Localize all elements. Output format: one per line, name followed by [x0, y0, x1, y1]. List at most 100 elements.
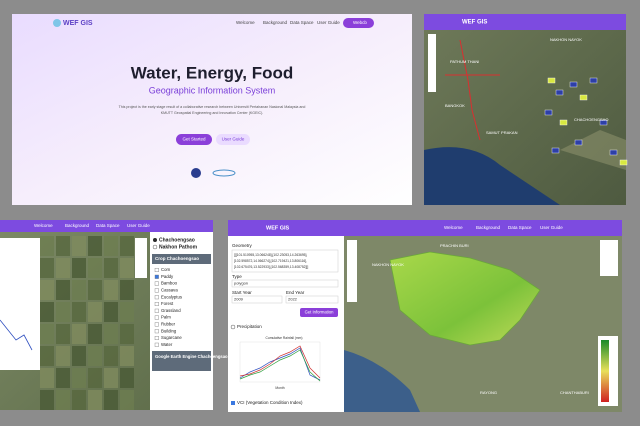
map-marker[interactable] — [609, 149, 618, 156]
geometry-text[interactable]: [[[101.510955,13.066248],[102.23053,14.2… — [234, 253, 307, 257]
field-label: Type — [232, 274, 242, 279]
nav-link[interactable]: Welcome — [236, 20, 255, 25]
nav-link[interactable]: User Guide — [317, 20, 340, 25]
nav-link[interactable]: Background — [263, 20, 288, 25]
map-marker[interactable] — [544, 109, 553, 116]
type-input[interactable] — [231, 279, 339, 288]
province[interactable]: Nakhon Pathom — [159, 244, 198, 250]
radio[interactable] — [152, 244, 158, 250]
nav-link[interactable]: User Guide — [127, 223, 150, 228]
sea — [344, 350, 420, 412]
checkbox[interactable] — [154, 302, 159, 307]
checkbox[interactable] — [154, 268, 159, 273]
map-marker[interactable] — [574, 139, 583, 146]
radio[interactable] — [230, 324, 236, 330]
field-parcel — [104, 258, 118, 278]
start-select[interactable] — [231, 295, 283, 304]
checkbox[interactable] — [154, 274, 159, 279]
crop-option[interactable]: Water — [161, 342, 173, 347]
nav-link[interactable]: Data Space — [290, 20, 314, 25]
crop-option[interactable]: Grassland — [161, 308, 181, 313]
geometry-text[interactable]: [102.598572,14.066274],[102.719421,13.80… — [234, 259, 307, 263]
field-parcel — [40, 302, 54, 322]
submit-text[interactable]: Get Information — [305, 310, 335, 315]
nav-link[interactable]: Data Space — [508, 225, 532, 230]
map-marker[interactable] — [559, 119, 568, 126]
crop-option[interactable]: Corn — [161, 267, 171, 272]
map-toolbar[interactable] — [428, 34, 436, 92]
map-marker[interactable] — [555, 89, 564, 96]
option[interactable]: VCI (Vegetation Condition Index) — [237, 400, 303, 405]
field-parcel — [88, 280, 102, 300]
crop-option[interactable]: Cassava — [161, 288, 178, 293]
place-label: SAMUT PRAKAN — [486, 130, 518, 135]
checkbox[interactable] — [154, 281, 159, 286]
section-header[interactable] — [152, 351, 211, 371]
field-parcel — [56, 390, 70, 410]
field-parcel — [40, 368, 54, 388]
checkbox[interactable] — [154, 322, 159, 327]
nav-link[interactable]: Background — [476, 225, 501, 230]
section-title[interactable]: Crop Chachoengsao — [155, 256, 199, 261]
province[interactable]: Chachoengsao — [159, 237, 195, 243]
checkbox[interactable] — [154, 308, 159, 313]
crop-option[interactable]: Sugarcane — [161, 335, 182, 340]
field-parcel — [72, 324, 86, 344]
field-parcel — [104, 368, 118, 388]
secondary-button[interactable] — [216, 134, 250, 145]
field-parcel — [56, 236, 70, 256]
checkbox[interactable] — [154, 329, 159, 334]
checkbox[interactable] — [154, 315, 159, 320]
crop-option[interactable]: Bamboo — [161, 281, 178, 286]
map-marker[interactable] — [547, 77, 556, 84]
field-parcel — [72, 390, 86, 410]
crop-option[interactable]: Palm — [161, 315, 171, 320]
start-value[interactable]: 2009 — [234, 297, 244, 302]
chart-title: Cumulative Rainfall (mm) — [265, 336, 302, 340]
crop-option[interactable]: Rubber — [161, 322, 176, 327]
cta-button[interactable] — [343, 18, 374, 28]
geometry-text[interactable]: [102.675476,13.522933],[102.568359,13.40… — [234, 265, 308, 269]
checkbox[interactable] — [231, 401, 235, 405]
nav-link[interactable]: Background — [65, 223, 90, 228]
map-marker[interactable] — [579, 94, 588, 101]
checkbox[interactable] — [154, 336, 159, 341]
geometry-input[interactable] — [231, 249, 339, 273]
nav-link[interactable]: Welcome — [34, 223, 53, 228]
logo — [53, 19, 61, 27]
nav-link[interactable]: Data Space — [96, 223, 120, 228]
primary-button[interactable] — [176, 134, 212, 145]
map-toolbar[interactable] — [135, 238, 147, 278]
crop-option[interactable]: Forest — [161, 301, 174, 306]
secondary-button-text[interactable]: User Guide — [222, 137, 245, 142]
field-parcel — [120, 280, 134, 300]
map-marker[interactable] — [619, 159, 628, 166]
crop-option[interactable]: Building — [161, 328, 177, 333]
map-marker[interactable] — [551, 147, 560, 154]
primary-button-text[interactable]: Get Started — [182, 137, 206, 142]
radio[interactable] — [153, 238, 157, 242]
map-marker[interactable] — [569, 81, 578, 88]
section-title[interactable]: Google Earth Engine Chachoengsao — [155, 354, 228, 359]
checkbox[interactable] — [154, 342, 159, 347]
cta-text[interactable]: Webcb — [353, 20, 367, 25]
map-marker[interactable] — [589, 77, 598, 84]
nav-link[interactable]: Welcome — [444, 225, 463, 230]
map-marker[interactable] — [599, 119, 608, 126]
submit-button[interactable] — [300, 308, 338, 317]
crop-option[interactable]: Paddy — [161, 274, 174, 279]
checkbox[interactable] — [154, 295, 159, 300]
end-value[interactable]: 2022 — [288, 297, 298, 302]
map-toolbar[interactable] — [347, 240, 357, 302]
nav-link[interactable]: User Guide — [540, 225, 563, 230]
end-select[interactable] — [285, 295, 339, 304]
field-parcel — [104, 280, 118, 300]
checkbox[interactable] — [154, 288, 159, 293]
crop-option[interactable]: Eucalyptus — [161, 294, 182, 299]
layer-buttons[interactable] — [600, 240, 618, 276]
field-parcel — [56, 302, 70, 322]
type-value[interactable]: polygon — [234, 281, 248, 286]
section-header[interactable] — [152, 254, 211, 264]
option[interactable]: Precipitation — [237, 324, 262, 329]
